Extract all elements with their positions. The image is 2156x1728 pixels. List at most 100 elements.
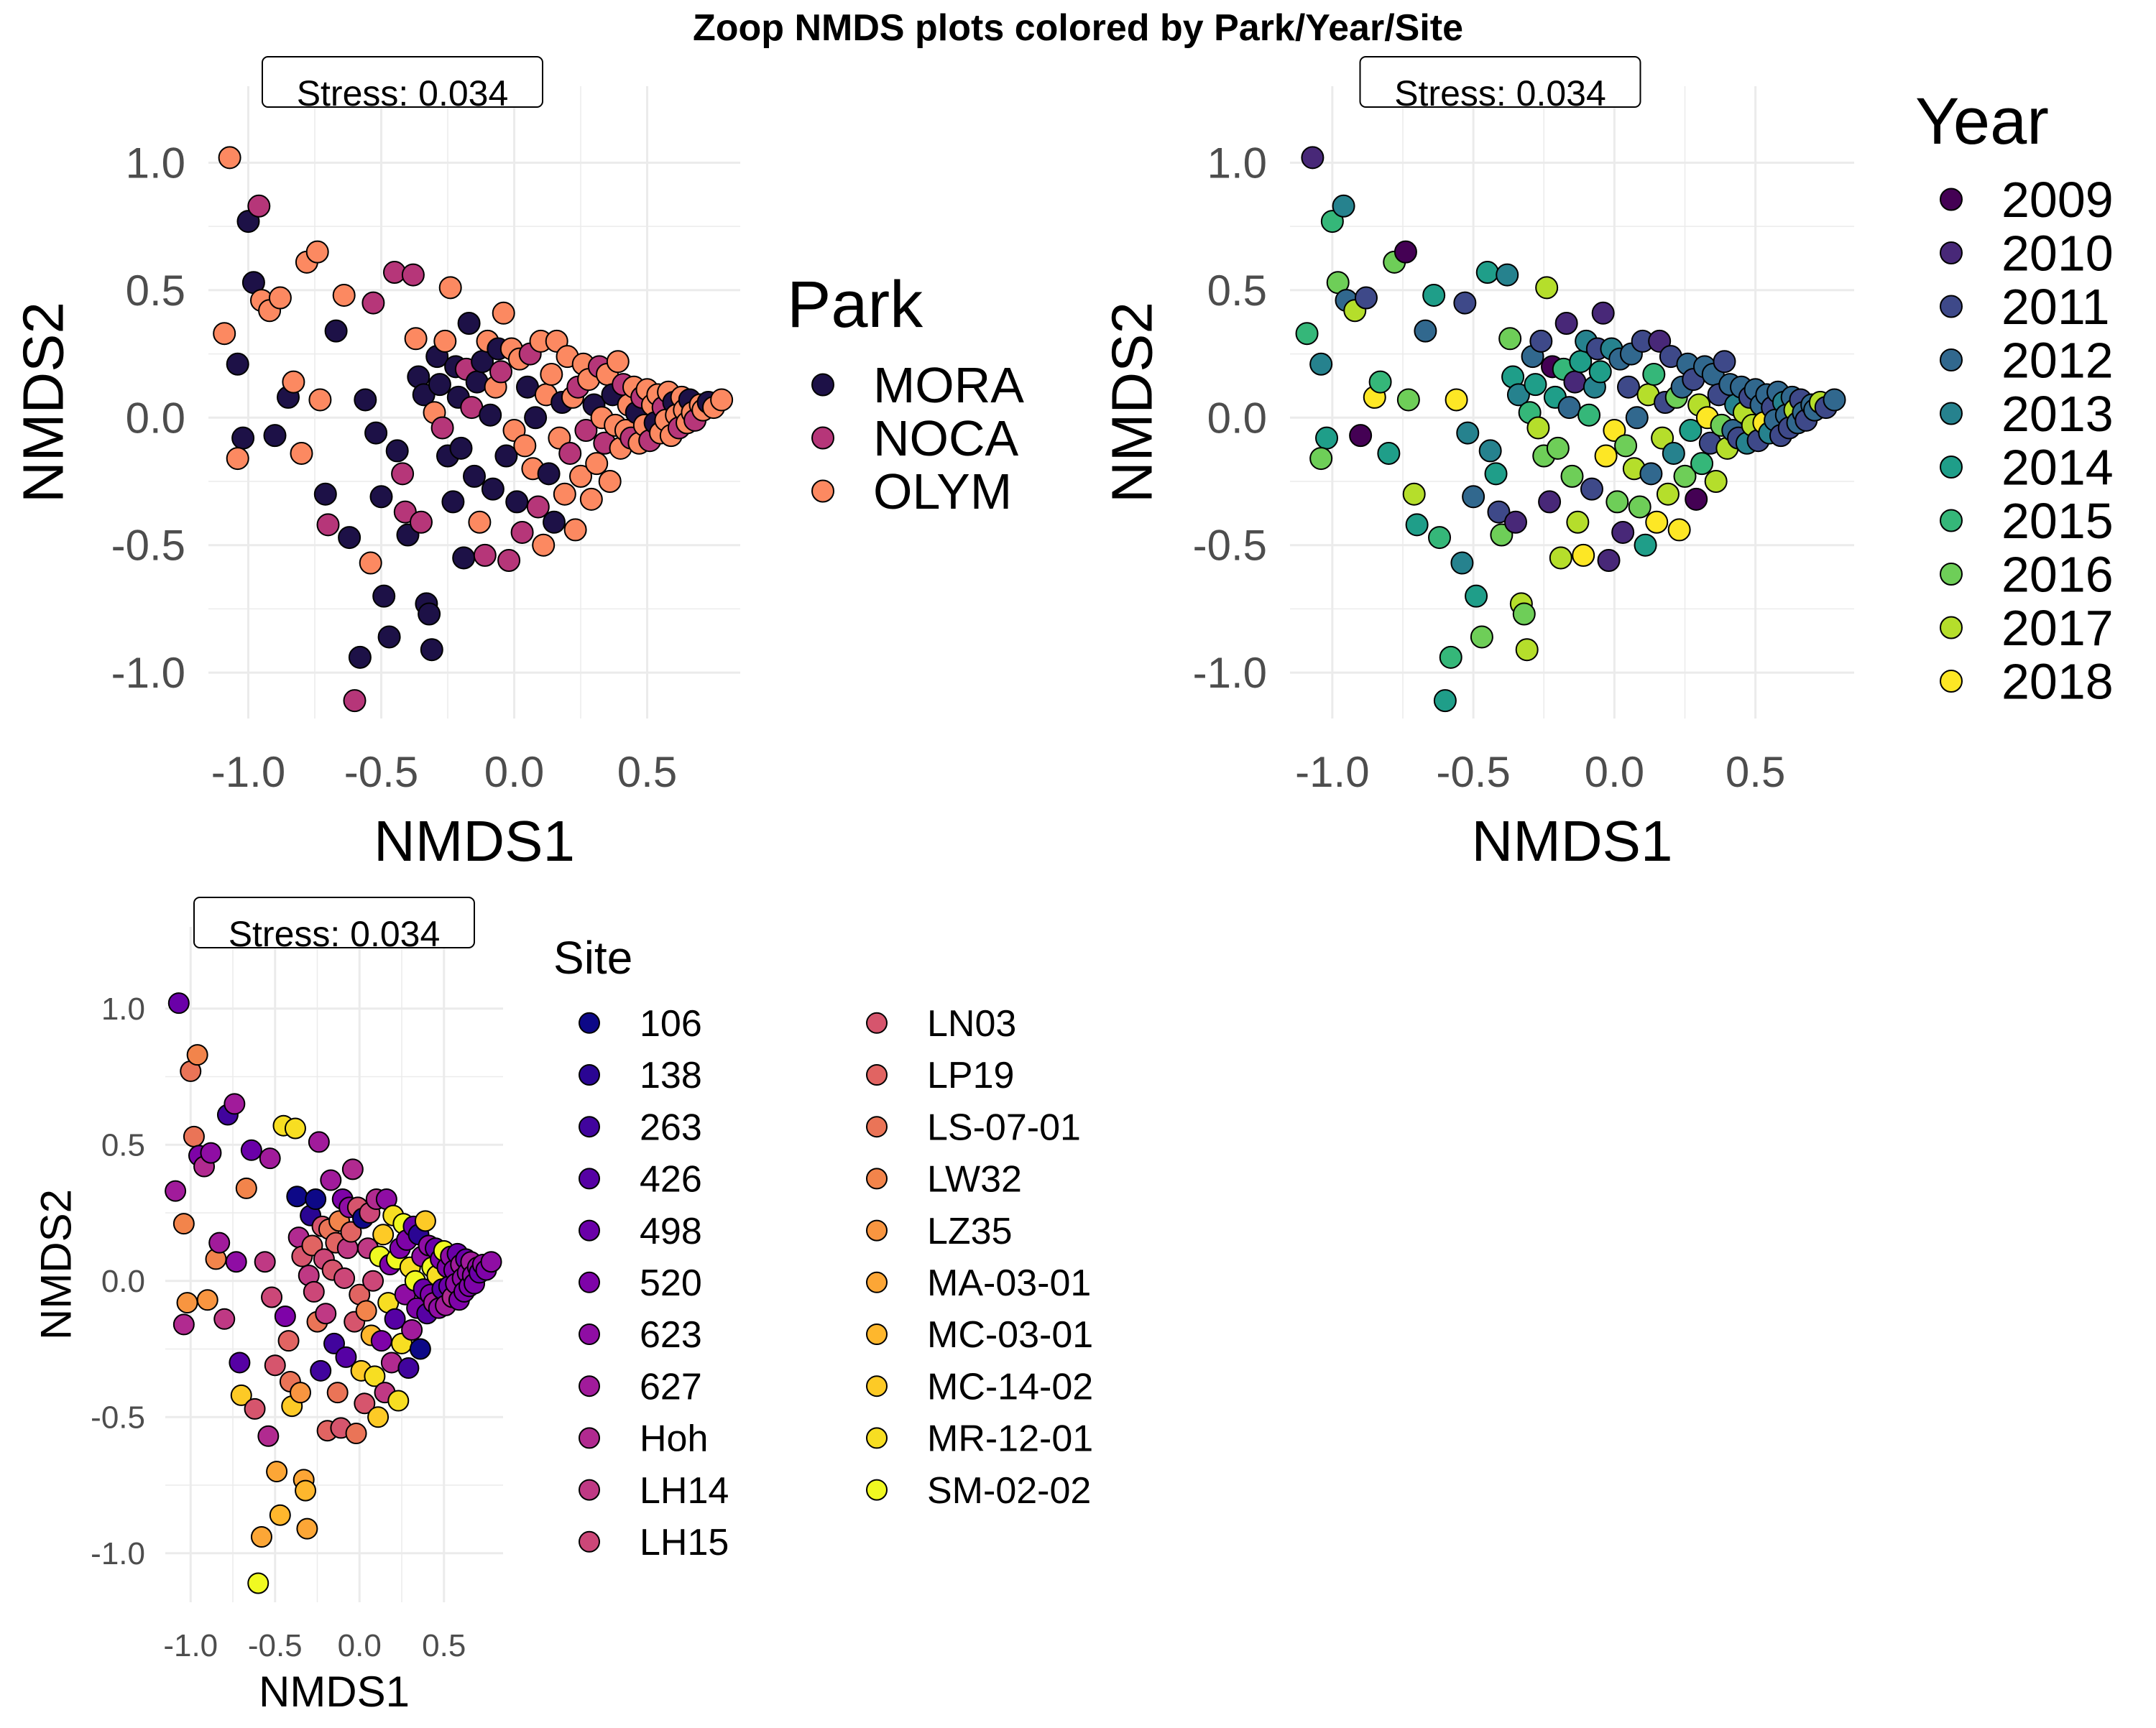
data-point [1405, 513, 1429, 537]
data-point [269, 1504, 291, 1526]
legend-key [1940, 509, 1963, 532]
y-tick-label: -0.5 [111, 522, 185, 570]
data-point [1597, 549, 1621, 572]
data-point [1639, 462, 1663, 486]
data-point [370, 1330, 392, 1352]
y-tick-label: -1.0 [1193, 649, 1267, 697]
data-point [172, 1313, 195, 1336]
data-point [224, 1093, 246, 1115]
legend-key [579, 1323, 600, 1345]
legend-key [866, 1012, 888, 1034]
data-point [364, 421, 388, 445]
data-point [513, 434, 537, 458]
data-point [338, 526, 361, 550]
y-tick-label: 0.0 [126, 394, 185, 442]
data-point [183, 1125, 205, 1147]
data-point [497, 549, 521, 572]
data-point [324, 319, 348, 343]
data-point [489, 360, 512, 384]
data-point [364, 1365, 386, 1387]
data-point [585, 452, 609, 476]
data-point [1580, 477, 1603, 501]
data-point [1554, 312, 1578, 335]
data-point [274, 1306, 296, 1328]
legend-key [1940, 456, 1963, 479]
legend-key [1940, 241, 1963, 264]
stress-label: Stress: 0.034 [229, 914, 441, 954]
data-point [235, 1177, 257, 1199]
data-point [1402, 482, 1426, 506]
data-point [372, 1224, 395, 1246]
data-point [301, 1234, 323, 1257]
data-point [1393, 240, 1417, 264]
legend-key [579, 1012, 600, 1034]
legend-key [579, 1427, 600, 1449]
data-point [213, 1308, 236, 1330]
data-point [208, 1232, 231, 1254]
data-point [196, 1289, 218, 1311]
legend-key [1940, 188, 1963, 211]
y-tick-label: 0.5 [1207, 267, 1267, 315]
data-point [264, 1354, 286, 1377]
data-point [524, 406, 548, 430]
data-point [441, 490, 465, 514]
data-point [1529, 329, 1553, 353]
data-point [231, 426, 255, 450]
legend-key [866, 1271, 888, 1293]
data-point [290, 1382, 311, 1404]
data-point [290, 441, 313, 465]
y-tick-label: 0.0 [101, 1264, 145, 1299]
x-tick-label: 0.0 [484, 748, 544, 796]
data-point [1603, 419, 1626, 443]
data-point [323, 1332, 345, 1354]
data-point [540, 362, 563, 386]
legend-key [811, 426, 834, 450]
data-point [333, 1267, 356, 1289]
data-point [296, 1517, 318, 1540]
x-tick-label: 0.0 [338, 1628, 382, 1663]
legend-label: OLYM [873, 463, 1012, 519]
data-point [308, 1131, 330, 1153]
data-point [1591, 301, 1615, 325]
data-point [1456, 421, 1480, 445]
data-point [1498, 327, 1522, 351]
legend-label: 2012 [2001, 333, 2114, 389]
data-point [1685, 487, 1708, 511]
data-point [574, 419, 598, 443]
data-point [165, 1180, 187, 1202]
data-point [213, 322, 236, 346]
data-point [1679, 419, 1703, 443]
data-point [1478, 439, 1502, 463]
legend-label: LS-07-01 [927, 1106, 1081, 1148]
data-point [250, 1526, 272, 1548]
x-tick-label: 0.5 [617, 748, 677, 796]
x-tick-label: -0.5 [1436, 748, 1510, 796]
data-point [410, 510, 433, 534]
data-point [259, 1147, 281, 1170]
data-point [1470, 625, 1493, 649]
data-point [414, 1210, 436, 1232]
legend-label: 2013 [2001, 386, 2114, 442]
data-point [452, 546, 476, 570]
data-point [1656, 482, 1680, 506]
data-point [316, 513, 340, 537]
x-tick-label: 0.5 [1726, 748, 1785, 796]
legend-label: 138 [640, 1055, 702, 1096]
y-tick-label: 1.0 [1207, 139, 1267, 187]
data-point [526, 495, 550, 519]
data-point [428, 373, 451, 397]
data-point [1309, 447, 1333, 471]
data-point [449, 436, 473, 460]
data-point [310, 1359, 332, 1382]
data-point [277, 1330, 300, 1352]
legend-key [579, 1116, 600, 1138]
legend-label: 2018 [2001, 654, 2114, 710]
data-point [463, 464, 486, 488]
data-point [362, 1270, 384, 1292]
stress-label-box [262, 56, 543, 108]
data-point [247, 1572, 270, 1594]
data-point [303, 1280, 325, 1303]
legend-key [866, 1116, 888, 1138]
data-point [1611, 520, 1635, 544]
data-point [710, 388, 734, 412]
